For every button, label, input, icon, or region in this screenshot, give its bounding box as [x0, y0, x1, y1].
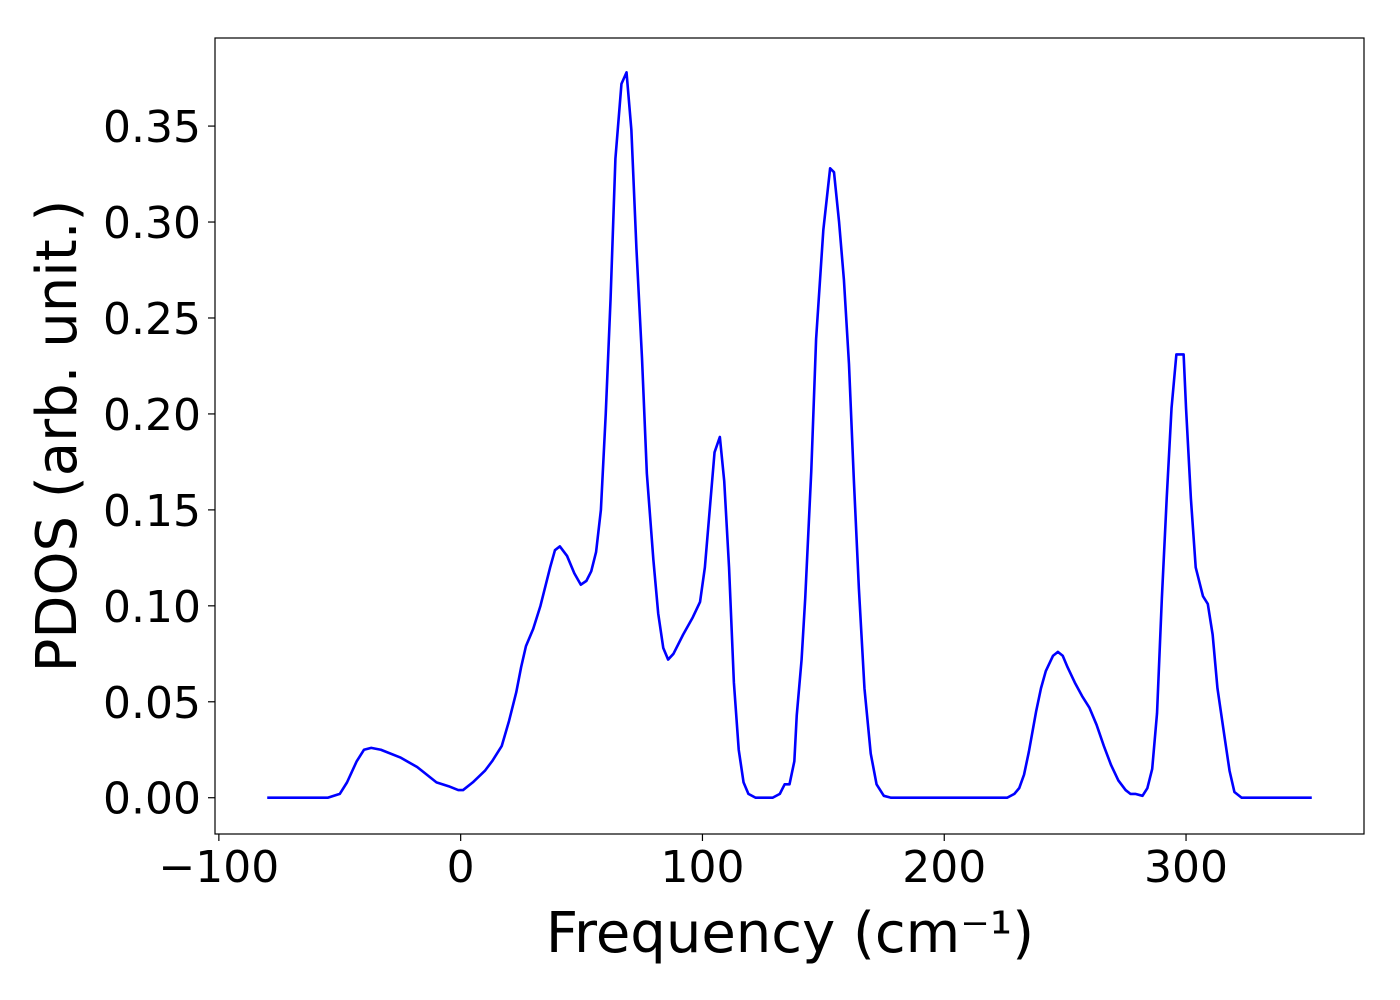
- y-axis-label: PDOS (arb. unit.): [25, 200, 90, 673]
- y-tick-label: 0.30: [103, 198, 201, 249]
- y-tick-label: 0.20: [103, 390, 201, 441]
- x-tick-label: 0: [447, 842, 475, 893]
- plot-frame: [214, 37, 1365, 835]
- x-axis-label: Frequency (cm⁻¹): [546, 901, 1034, 966]
- y-tick-label: 0.10: [103, 582, 201, 633]
- y-tick-label: 0.35: [103, 102, 201, 153]
- line: [267, 71, 1312, 800]
- x-tick-label: 200: [902, 842, 986, 893]
- x-tick-label: −100: [158, 842, 279, 893]
- y-tick-label: 0.00: [103, 774, 201, 825]
- x-tick-label: 300: [1144, 842, 1228, 893]
- y-tick-label: 0.15: [103, 486, 201, 537]
- y-tick-label: 0.25: [103, 294, 201, 345]
- y-tick-label: 0.05: [103, 678, 201, 729]
- x-tick-label: 100: [660, 842, 744, 893]
